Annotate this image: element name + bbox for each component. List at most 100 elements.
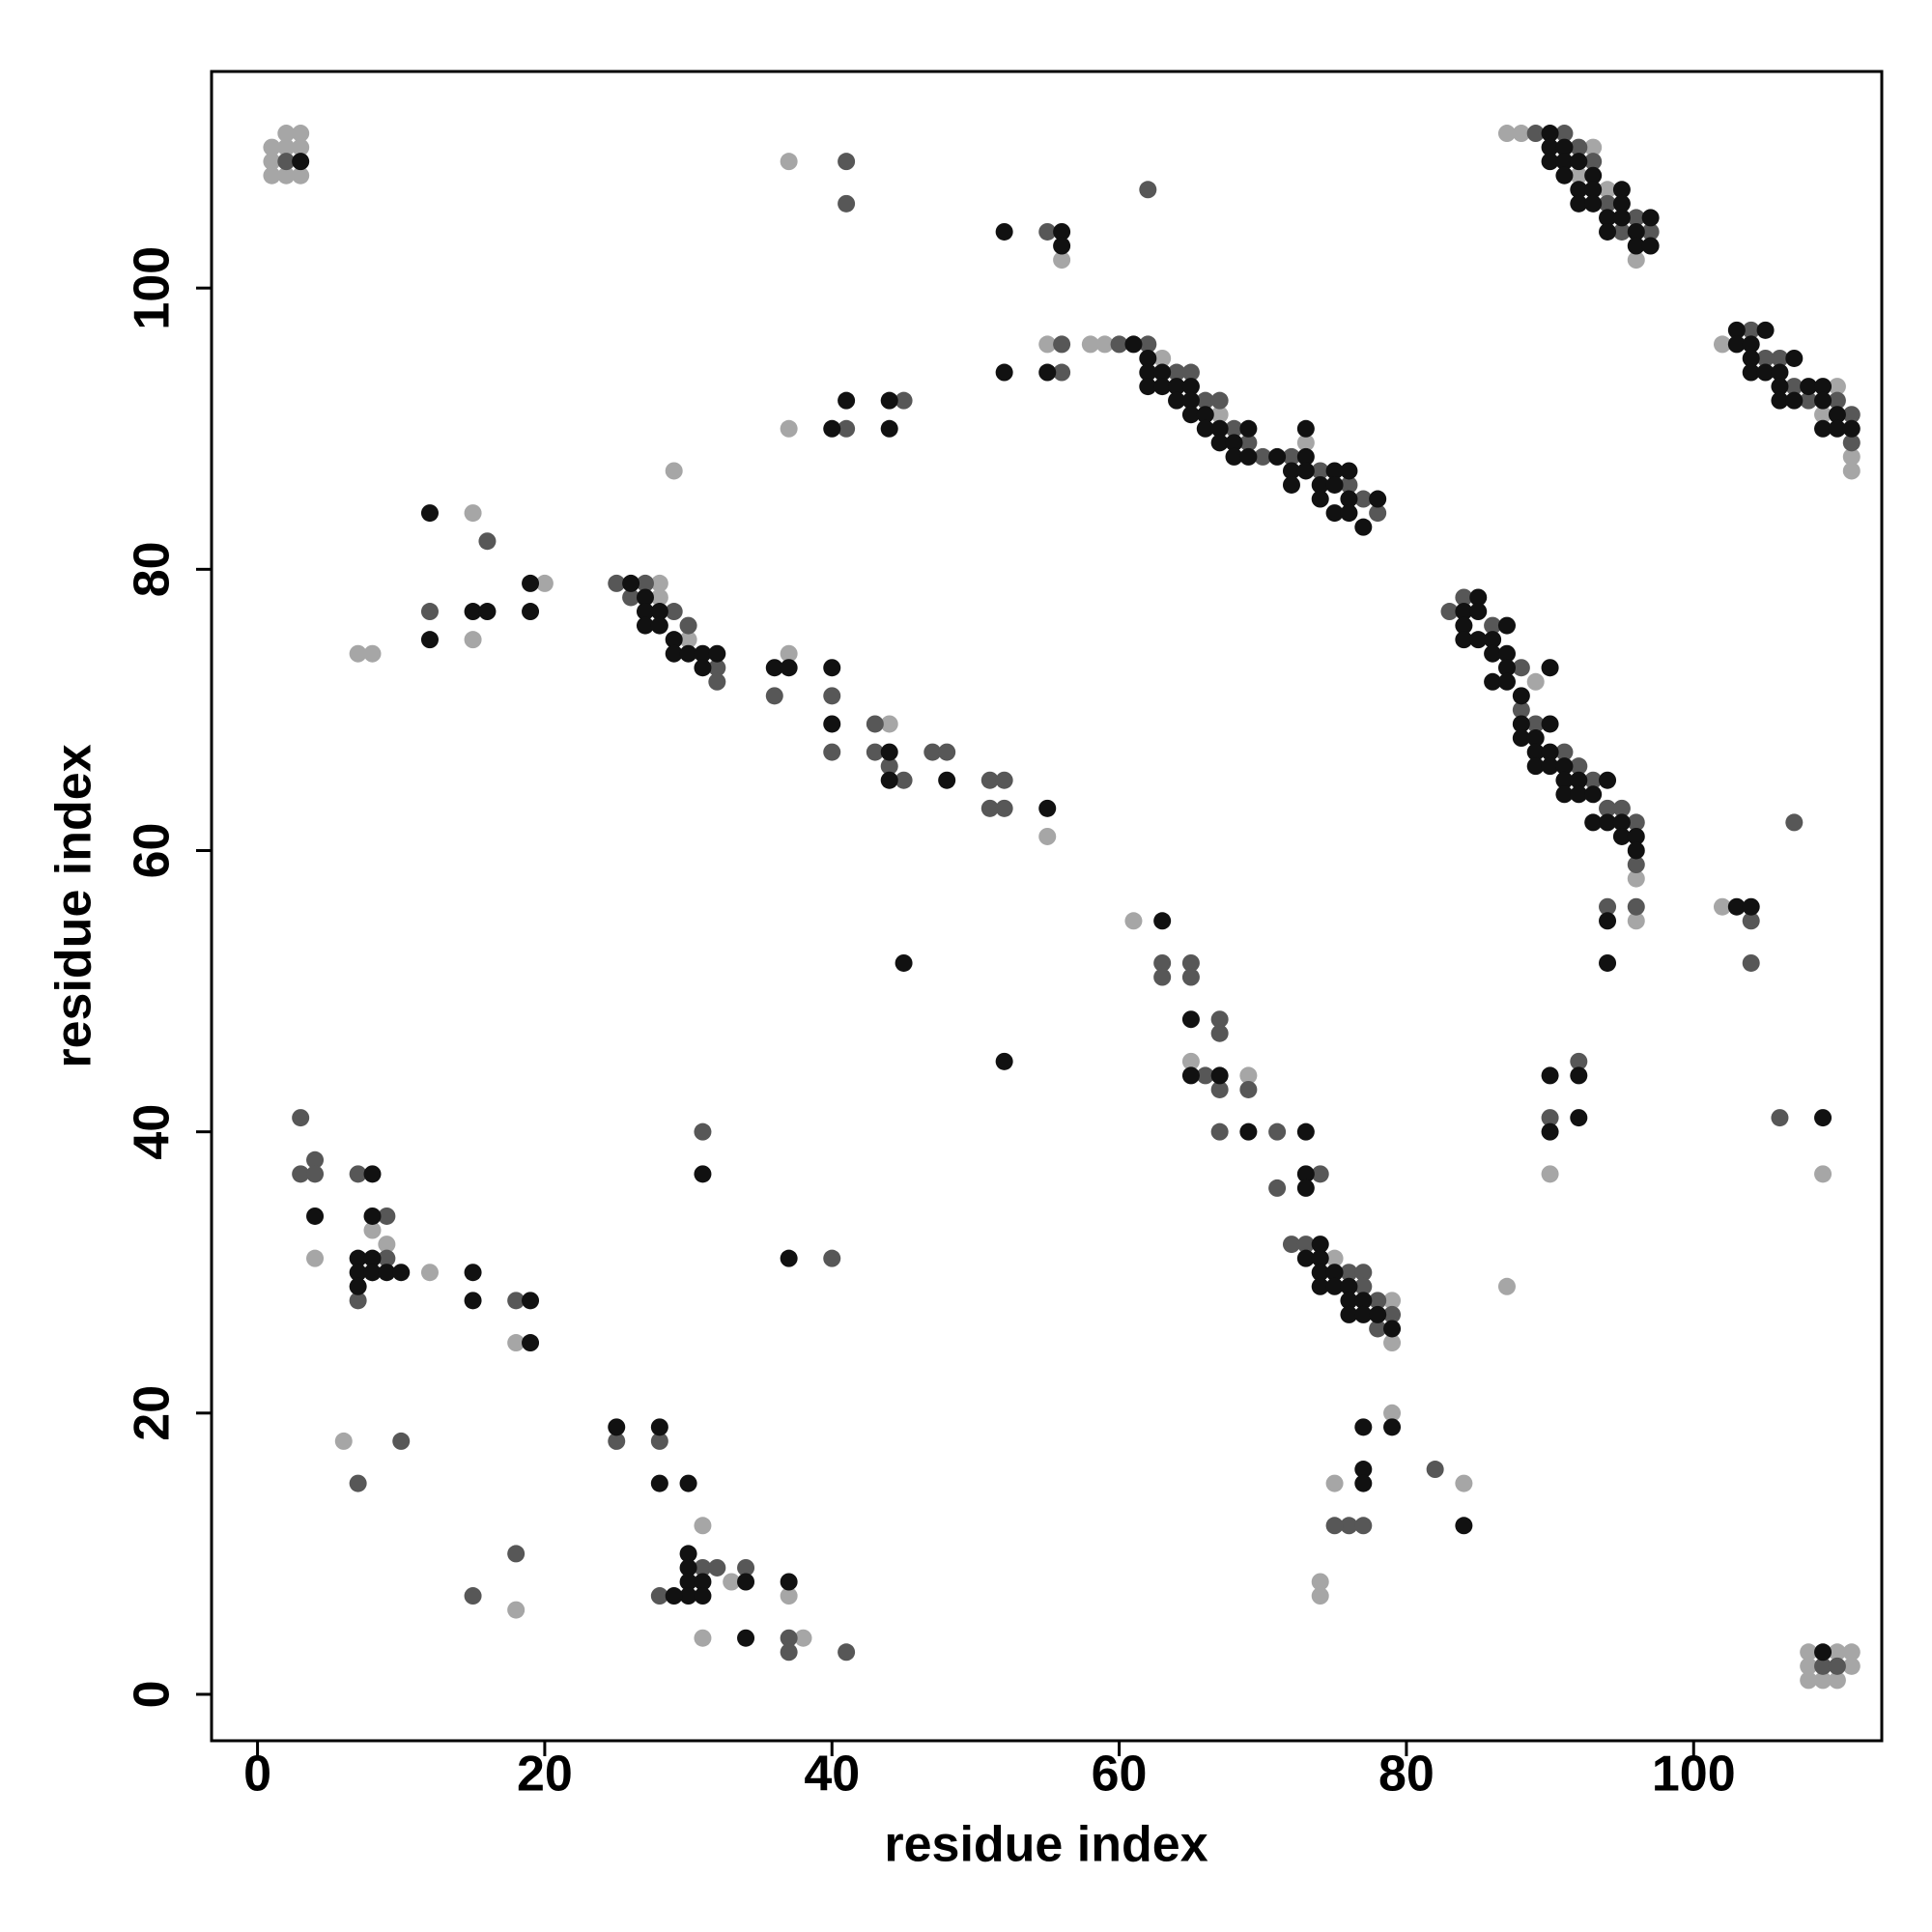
point (1555, 125, 1574, 143)
point (1181, 406, 1200, 424)
point (1627, 813, 1645, 832)
point (1842, 1643, 1861, 1662)
point (1225, 447, 1243, 466)
point (378, 1207, 396, 1225)
point (995, 771, 1013, 789)
point (1239, 1080, 1258, 1098)
point (1455, 603, 1473, 621)
point (1541, 1122, 1559, 1141)
point (1095, 335, 1114, 354)
point (507, 1601, 526, 1619)
point (694, 1165, 712, 1183)
point (780, 153, 798, 171)
point (1383, 1292, 1402, 1310)
point (1756, 321, 1775, 339)
point (1627, 827, 1645, 845)
point (1771, 378, 1789, 396)
point (1570, 1052, 1588, 1070)
point (1627, 251, 1645, 270)
point (665, 631, 683, 649)
point (1814, 378, 1833, 396)
point (292, 166, 310, 185)
point (1570, 194, 1588, 213)
point (1541, 1109, 1559, 1127)
point (1210, 406, 1229, 424)
point (420, 1264, 439, 1282)
point (1239, 1066, 1258, 1085)
point (1455, 1474, 1473, 1492)
point (1296, 434, 1315, 452)
point (1555, 757, 1574, 776)
point (665, 603, 683, 621)
point (1785, 378, 1804, 396)
point (1627, 841, 1645, 860)
point (263, 166, 281, 185)
point (880, 771, 898, 789)
point (1771, 1109, 1789, 1127)
point (1426, 1461, 1444, 1479)
point (780, 1587, 798, 1605)
point (1354, 1292, 1373, 1310)
point (1296, 1165, 1315, 1183)
point (694, 1629, 712, 1647)
point (665, 1587, 683, 1605)
point (1311, 1249, 1329, 1267)
point (1296, 1249, 1315, 1267)
x-tick-label: 60 (1092, 1747, 1148, 1803)
point (1484, 644, 1502, 663)
point (1210, 1080, 1229, 1098)
point (1512, 659, 1530, 677)
point (823, 743, 841, 761)
point (292, 153, 310, 171)
point (1340, 1277, 1358, 1295)
point (1354, 1277, 1373, 1295)
point (1599, 194, 1617, 213)
point (1828, 1671, 1846, 1690)
point (1570, 181, 1588, 199)
point (1282, 475, 1300, 494)
point (1612, 194, 1631, 213)
point (1369, 504, 1387, 523)
point (1325, 1277, 1344, 1295)
point (1584, 166, 1603, 185)
point (1168, 391, 1186, 410)
y-tick-label: 20 (125, 1385, 181, 1441)
point (1369, 1320, 1387, 1338)
point (1038, 222, 1057, 241)
point (1612, 827, 1631, 845)
point (1210, 1024, 1229, 1042)
point (1584, 785, 1603, 804)
point (334, 1432, 353, 1450)
point (507, 1334, 526, 1352)
point (1181, 1066, 1200, 1085)
point (1239, 419, 1258, 438)
point (1340, 475, 1358, 494)
point (1771, 363, 1789, 382)
point (1570, 138, 1588, 156)
point (636, 574, 654, 592)
point (1641, 237, 1660, 255)
point (1742, 912, 1760, 930)
point (694, 1558, 712, 1577)
point (823, 419, 841, 438)
point (838, 1643, 856, 1662)
point (1153, 953, 1172, 972)
point (1785, 349, 1804, 367)
point (1742, 335, 1760, 354)
point (1627, 869, 1645, 888)
point (895, 953, 913, 972)
point (1239, 1122, 1258, 1141)
point (1196, 391, 1214, 410)
point (1340, 1305, 1358, 1323)
point (880, 419, 898, 438)
point (306, 1151, 325, 1169)
point (1584, 194, 1603, 213)
point (866, 743, 884, 761)
point (1842, 434, 1861, 452)
point (1340, 1264, 1358, 1282)
point (1181, 1052, 1200, 1070)
point (1139, 349, 1157, 367)
point (1354, 1474, 1373, 1492)
point (1053, 363, 1071, 382)
point (277, 125, 296, 143)
